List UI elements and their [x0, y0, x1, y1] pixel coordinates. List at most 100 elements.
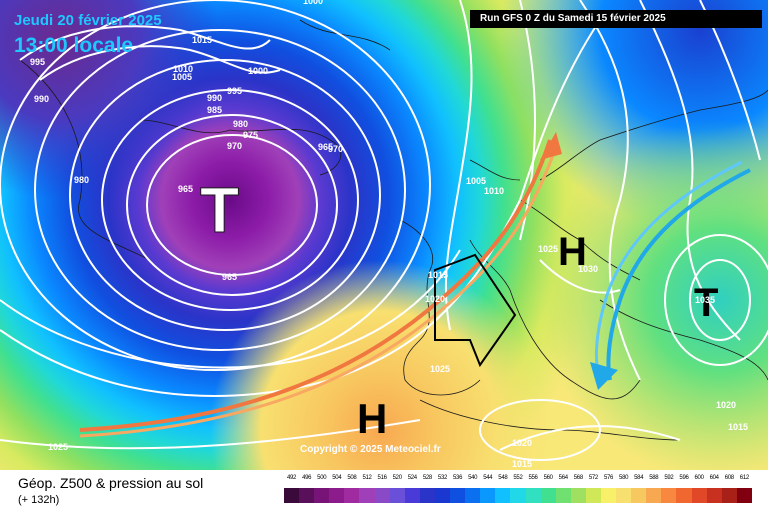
isobar-label: 965	[178, 184, 193, 194]
color-scale: 492 496 500 504 508 512 516 520 524 528 532 536 540 5…	[284, 475, 752, 509]
scale-value: 508	[347, 475, 357, 481]
legend-subtitle: (+ 132h)	[18, 494, 60, 506]
flow-arrows	[79, 132, 751, 438]
scale-value: 604	[709, 475, 719, 481]
cold-arrow-head	[590, 362, 618, 390]
scale-value: 592	[664, 475, 674, 481]
warm-flow-arrow-2	[79, 145, 558, 438]
geopotential-map: T H H T 1000 1015 1010 1005 995 1000 990…	[0, 0, 768, 470]
isobar-label: 1025	[48, 442, 68, 452]
field-high	[0, 0, 768, 470]
scale-swatch	[314, 488, 330, 503]
scale-swatch	[329, 488, 345, 503]
isobar-label: 1000	[248, 66, 268, 76]
scale-swatch	[676, 488, 692, 503]
scale-swatch	[540, 488, 556, 503]
scale-value: 532	[437, 475, 448, 481]
isobar-label: 1005	[466, 176, 486, 186]
warm-flow-arrow-1	[79, 139, 552, 432]
isobar-label: 980	[233, 119, 248, 129]
scale-value: 564	[558, 475, 568, 481]
isobar-label: 965	[222, 272, 237, 282]
scale-value: 536	[453, 475, 463, 481]
pressure-centers: T H H T	[200, 174, 719, 443]
scale-value: 584	[634, 475, 644, 481]
scale-swatch	[419, 488, 435, 503]
scale-swatch	[555, 488, 571, 503]
scale-value: 528	[422, 475, 432, 481]
isobar-label: 1020	[716, 400, 736, 410]
isobar-labels: 1000 1015 1010 1005 995 1000 990 995 990…	[30, 0, 748, 469]
scale-swatch	[404, 488, 420, 503]
scale-value: 492	[286, 475, 297, 481]
scale-value: 568	[573, 475, 583, 481]
isobar-label: 975	[243, 130, 258, 140]
isobar-label: 995	[30, 57, 45, 67]
forecast-time: 13:00 locale	[14, 34, 134, 57]
isobar-label: 1005	[172, 72, 192, 82]
scale-value: 512	[362, 475, 372, 481]
coastlines	[19, 19, 768, 441]
isobar-label: 995	[227, 86, 242, 96]
isobar-label: 965	[318, 142, 333, 152]
scale-value: 576	[603, 475, 614, 481]
scale-swatch	[374, 488, 390, 503]
model-run-label: Run GFS 0 Z du Samedi 15 février 2025	[470, 10, 762, 28]
scale-swatch	[616, 488, 632, 503]
scale-swatch	[450, 488, 466, 503]
scale-swatch	[480, 488, 496, 503]
isobar-label: 1025	[430, 364, 450, 374]
isobar-label: 990	[34, 94, 49, 104]
scale-swatch	[344, 488, 360, 503]
scale-value: 504	[332, 475, 342, 481]
center-low-east: T	[694, 281, 718, 325]
isobar-label: 1020	[512, 438, 532, 448]
scale-swatch	[284, 488, 300, 503]
scale-swatch	[646, 488, 662, 503]
scale-value: 612	[739, 475, 749, 481]
scale-swatch	[434, 488, 451, 503]
forecast-date: Jeudi 20 février 2025	[14, 12, 162, 29]
scale-swatch	[510, 488, 526, 503]
scale-swatch	[631, 488, 647, 503]
scale-value: 580	[619, 475, 629, 481]
isobar-label: 1020	[425, 294, 445, 304]
scale-swatch	[600, 488, 617, 503]
scale-value: 540	[468, 475, 478, 481]
cold-flow-arrow-1	[606, 168, 751, 381]
color-scale-labels: 492 496 500 504 508 512 516 520 524 528 532 536 540 5…	[284, 475, 752, 486]
scale-swatch	[661, 488, 677, 503]
scale-value: 572	[588, 475, 598, 481]
isobar-label: 970	[328, 144, 343, 154]
isobar-label: 1015	[428, 270, 448, 280]
scale-value: 588	[649, 475, 659, 481]
isobar-label: 985	[207, 105, 222, 115]
isobar-label: 1035	[695, 295, 715, 305]
scale-value: 496	[302, 475, 312, 481]
center-low-iceland: T	[200, 174, 239, 246]
scale-swatch	[585, 488, 601, 503]
isobar-label: 970	[227, 141, 242, 151]
isobar-label: 1010	[173, 64, 193, 74]
scale-swatch	[736, 488, 752, 503]
copyright-notice: Copyright © 2025 Meteociel.fr	[300, 444, 441, 455]
cold-flow-arrow-2	[595, 160, 743, 373]
center-high-germany: H	[558, 230, 587, 274]
scale-swatch	[465, 488, 481, 503]
scale-value: 560	[543, 475, 553, 481]
isobar-label: 1000	[303, 0, 323, 6]
legend-footer: Géop. Z500 & pression au sol (+ 132h) 49…	[0, 470, 768, 512]
scale-swatch	[525, 488, 541, 503]
scale-swatch	[721, 488, 737, 503]
isobar-label: 980	[74, 175, 89, 185]
scale-swatch	[389, 488, 405, 503]
scale-swatch	[299, 488, 315, 503]
scale-value: 544	[483, 475, 493, 481]
isobar-label: 990	[207, 93, 222, 103]
france-outline	[434, 253, 517, 368]
scale-value: 556	[528, 475, 538, 481]
scale-value: 520	[392, 475, 402, 481]
scale-swatch	[570, 488, 586, 503]
color-scale-bar	[284, 488, 752, 503]
